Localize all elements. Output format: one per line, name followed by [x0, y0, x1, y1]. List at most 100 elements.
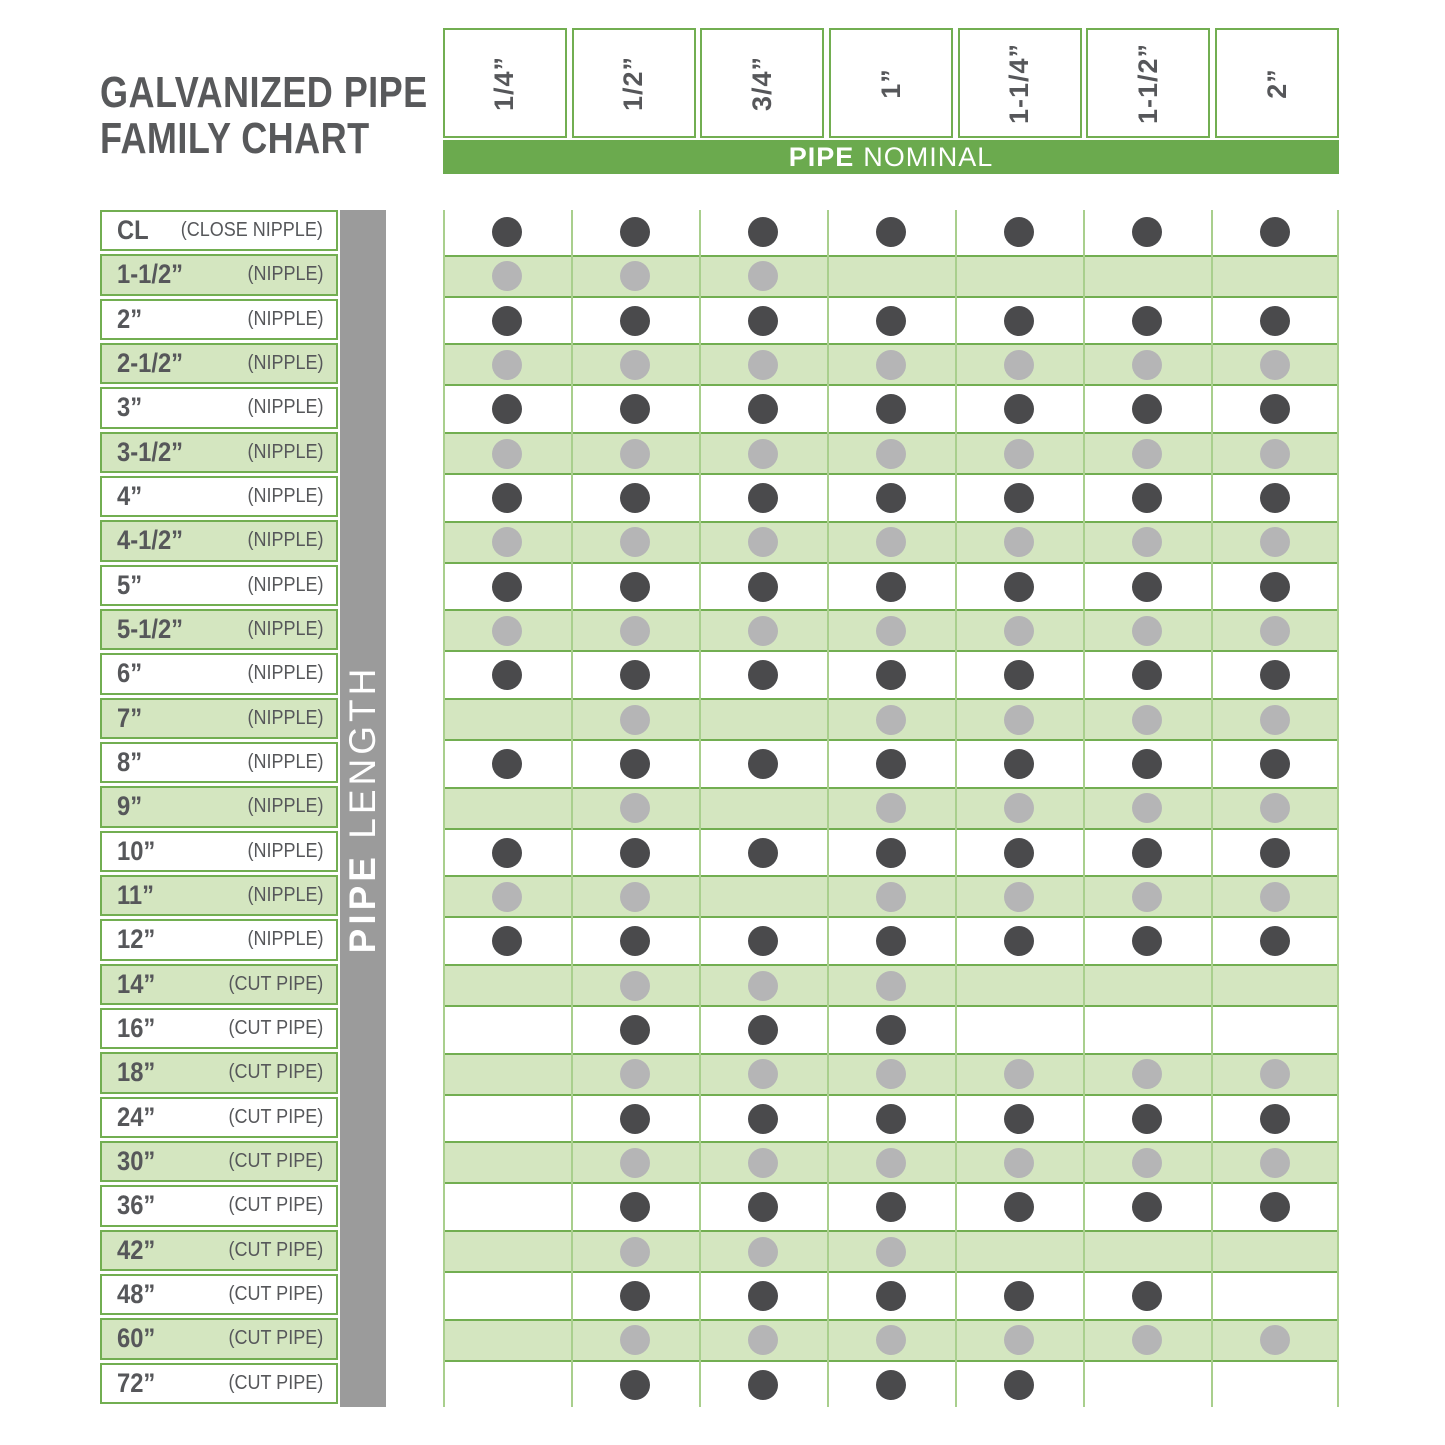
row-length-label: 12”	[117, 924, 156, 955]
availability-dot	[1260, 793, 1290, 824]
row-length-label: 2-1/2”	[117, 348, 184, 379]
availability-dot	[748, 970, 778, 1001]
availability-dot	[748, 1236, 778, 1267]
availability-dot	[620, 217, 650, 248]
availability-dot	[1004, 1369, 1034, 1400]
availability-dot	[1132, 1281, 1162, 1312]
availability-dot	[748, 483, 778, 514]
row-length-label: 3-1/2”	[117, 436, 184, 467]
column-header-box: 1-1/2”	[1086, 28, 1211, 138]
availability-dot	[748, 926, 778, 957]
column-header-box: 3/4”	[700, 28, 825, 138]
row-length-label: 10”	[117, 835, 156, 866]
availability-dot	[620, 394, 650, 425]
row-length-label: 8”	[117, 747, 143, 778]
pipe-length-label: PIPE LENGTH	[342, 664, 384, 953]
column-header-label: 1/4”	[489, 55, 520, 111]
row-length-label: 72”	[117, 1367, 156, 1398]
availability-dot	[620, 704, 650, 735]
row-type-label: (NIPPLE)	[246, 307, 323, 330]
availability-dot	[620, 350, 650, 381]
availability-dot	[748, 571, 778, 602]
row-type-label: (NIPPLE)	[246, 839, 323, 862]
availability-dot	[876, 1015, 906, 1046]
availability-dot	[876, 882, 906, 913]
availability-dot	[1004, 926, 1034, 957]
column-header-label: 1-1/4”	[1004, 42, 1035, 124]
availability-dot	[620, 1325, 650, 1356]
grid-row-band	[443, 254, 1339, 298]
row-type-label: (CUT PIPE)	[228, 1238, 323, 1261]
column-header-label: 1/2”	[618, 55, 649, 111]
availability-dot	[620, 660, 650, 691]
column-header-label: 2”	[1261, 67, 1292, 99]
availability-dot	[1004, 1148, 1034, 1179]
column-header-label: 1-1/2”	[1132, 42, 1163, 124]
availability-dot	[748, 1192, 778, 1223]
availability-dot	[1132, 1192, 1162, 1223]
row-label: 9” (NIPPLE)	[100, 786, 338, 828]
availability-dot	[1260, 438, 1290, 469]
availability-dot	[748, 261, 778, 292]
row-label: 6” (NIPPLE)	[100, 653, 338, 695]
row-type-label: (CUT PIPE)	[228, 1150, 323, 1173]
availability-dot	[620, 1103, 650, 1134]
availability-dot	[1132, 749, 1162, 780]
page-title-line2: FAMILY CHART	[100, 114, 370, 163]
row-type-label: (NIPPLE)	[246, 751, 323, 774]
availability-dot	[876, 305, 906, 336]
availability-dot	[876, 571, 906, 602]
availability-dot	[492, 438, 522, 469]
availability-dot	[1260, 527, 1290, 558]
row-length-label: 7”	[117, 702, 143, 733]
availability-dot	[1004, 527, 1034, 558]
availability-dot	[1132, 1148, 1162, 1179]
row-label: 14” (CUT PIPE)	[100, 963, 338, 1005]
availability-dot	[1260, 394, 1290, 425]
grid-column-line	[1211, 210, 1213, 1407]
availability-dot	[1004, 571, 1034, 602]
availability-dot	[1132, 571, 1162, 602]
row-type-label: (CUT PIPE)	[228, 972, 323, 995]
row-length-label: CL	[117, 215, 149, 246]
row-type-label: (NIPPLE)	[246, 263, 323, 286]
availability-dot	[748, 394, 778, 425]
row-label: 30” (CUT PIPE)	[100, 1140, 338, 1183]
availability-dot	[1132, 837, 1162, 868]
availability-dot	[620, 438, 650, 469]
availability-dot	[1260, 749, 1290, 780]
availability-dot	[748, 660, 778, 691]
availability-dot	[620, 261, 650, 292]
availability-dot	[492, 660, 522, 691]
availability-dot	[620, 483, 650, 514]
row-length-label: 24”	[117, 1101, 156, 1132]
availability-dot	[1132, 660, 1162, 691]
row-length-label: 48”	[117, 1279, 156, 1310]
availability-dot	[876, 1192, 906, 1223]
row-length-label: 30”	[117, 1146, 156, 1177]
availability-dot	[1260, 837, 1290, 868]
grid-column-line	[955, 210, 957, 1407]
availability-dot	[876, 394, 906, 425]
row-type-label: (NIPPLE)	[246, 662, 323, 685]
availability-dot	[876, 438, 906, 469]
availability-dot	[1004, 438, 1034, 469]
availability-dot	[1004, 837, 1034, 868]
availability-dot	[876, 527, 906, 558]
row-label: 24” (CUT PIPE)	[100, 1096, 338, 1138]
row-type-label: (CUT PIPE)	[228, 1105, 323, 1128]
row-label: 5” (NIPPLE)	[100, 564, 338, 606]
availability-dot	[1004, 305, 1034, 336]
row-length-label: 18”	[117, 1057, 156, 1088]
availability-grid	[443, 210, 1339, 1407]
availability-dot	[620, 1148, 650, 1179]
row-length-label: 42”	[117, 1234, 156, 1265]
availability-dot	[748, 217, 778, 248]
row-labels: CL (CLOSE NIPPLE) 1-1/2” (NIPPLE) 2” (NIPPLE)…	[100, 210, 338, 1407]
row-label: 48” (CUT PIPE)	[100, 1273, 338, 1316]
row-label: 2-1/2” (NIPPLE)	[100, 342, 338, 385]
row-type-label: (NIPPLE)	[246, 529, 323, 552]
column-header-box: 1/4”	[443, 28, 567, 138]
grid-column-line	[1083, 210, 1085, 1407]
availability-dot	[620, 749, 650, 780]
